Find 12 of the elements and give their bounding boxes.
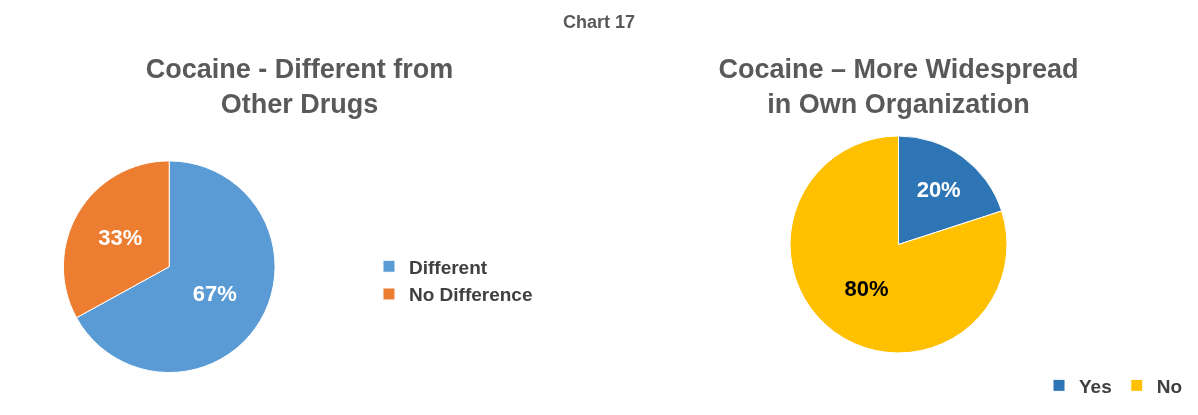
- chart-title: Cocaine - Different from Other Drugs: [145, 53, 454, 119]
- caption: Chart 17: [562, 11, 636, 34]
- chart-title: Cocaine – More Widespread in Own Organization: [718, 53, 1079, 119]
- data-label: 33%: [98, 225, 143, 251]
- legend-label: No: [1156, 375, 1183, 397]
- data-label: 20%: [916, 176, 961, 202]
- pie-slice: [789, 135, 1008, 354]
- legend-label: No Difference: [408, 284, 533, 306]
- legend-label: Yes: [1079, 375, 1112, 397]
- data-label: 67%: [192, 281, 237, 307]
- legend-label: Different: [408, 256, 488, 278]
- data-label: 80%: [844, 275, 889, 301]
